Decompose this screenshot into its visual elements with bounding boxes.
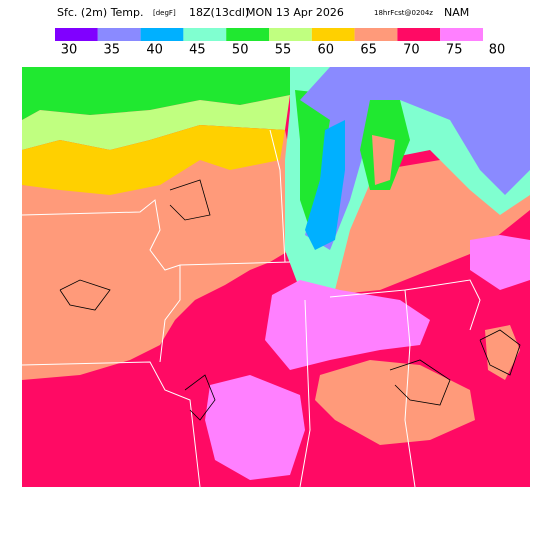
state-border: [159, 265, 181, 363]
legend-tick-label: 80: [489, 43, 506, 58]
legend-tick-label: 60: [318, 43, 335, 58]
legend-tick-label: 35: [104, 43, 121, 58]
title-model: NAM: [444, 6, 469, 19]
temp-region: [372, 135, 395, 185]
contour: [389, 359, 451, 406]
contour: [169, 179, 211, 221]
contour: [184, 374, 216, 421]
legend: 30 35 40 45 50 55 60 65 70 75 80: [55, 28, 505, 58]
legend-tick-label: 55: [275, 43, 292, 58]
legend-swatch: [140, 28, 184, 41]
temp-region: [22, 95, 290, 150]
temp-region: [470, 235, 530, 290]
title-date: MON 13 Apr 2026: [246, 6, 344, 19]
legend-swatch: [97, 28, 141, 41]
legend-tick-label: 70: [403, 43, 420, 58]
state-border: [21, 199, 291, 271]
map: [21, 67, 530, 488]
title-forecast: 18hrFcst@0204z: [374, 9, 433, 17]
temp-region: [300, 67, 530, 250]
legend-tick-label: 30: [61, 43, 78, 58]
legend-swatch: [311, 28, 355, 41]
legend-tick-label: 45: [189, 43, 206, 58]
state-border: [269, 129, 286, 263]
legend-tick-label: 65: [360, 43, 377, 58]
contour: [479, 329, 521, 376]
title-units: [degF]: [153, 9, 176, 17]
temp-region: [265, 280, 430, 370]
title-field: Sfc. (2m) Temp.: [57, 6, 144, 19]
temp-region: [22, 125, 285, 195]
legend-swatch: [183, 28, 227, 41]
legend-swatch: [226, 28, 269, 41]
legend-swatch: [440, 28, 483, 41]
legend-swatch: [354, 28, 398, 41]
legend-swatch: [397, 28, 441, 41]
legend-swatch: [55, 28, 98, 41]
state-border: [21, 361, 201, 488]
legend-tick-label: 40: [146, 43, 163, 58]
legend-tick-label: 75: [446, 43, 463, 58]
temp-region: [305, 120, 345, 250]
temp-region: [22, 67, 290, 120]
legend-swatch: [269, 28, 312, 41]
title-time: 18Z(13cdl): [189, 6, 249, 19]
state-border: [329, 289, 416, 488]
temp-region: [205, 375, 305, 480]
state-border: [299, 299, 311, 488]
state-border: [404, 279, 481, 331]
legend-tick-label: 50: [232, 43, 249, 58]
contour: [59, 279, 111, 311]
temp-region: [315, 360, 475, 445]
